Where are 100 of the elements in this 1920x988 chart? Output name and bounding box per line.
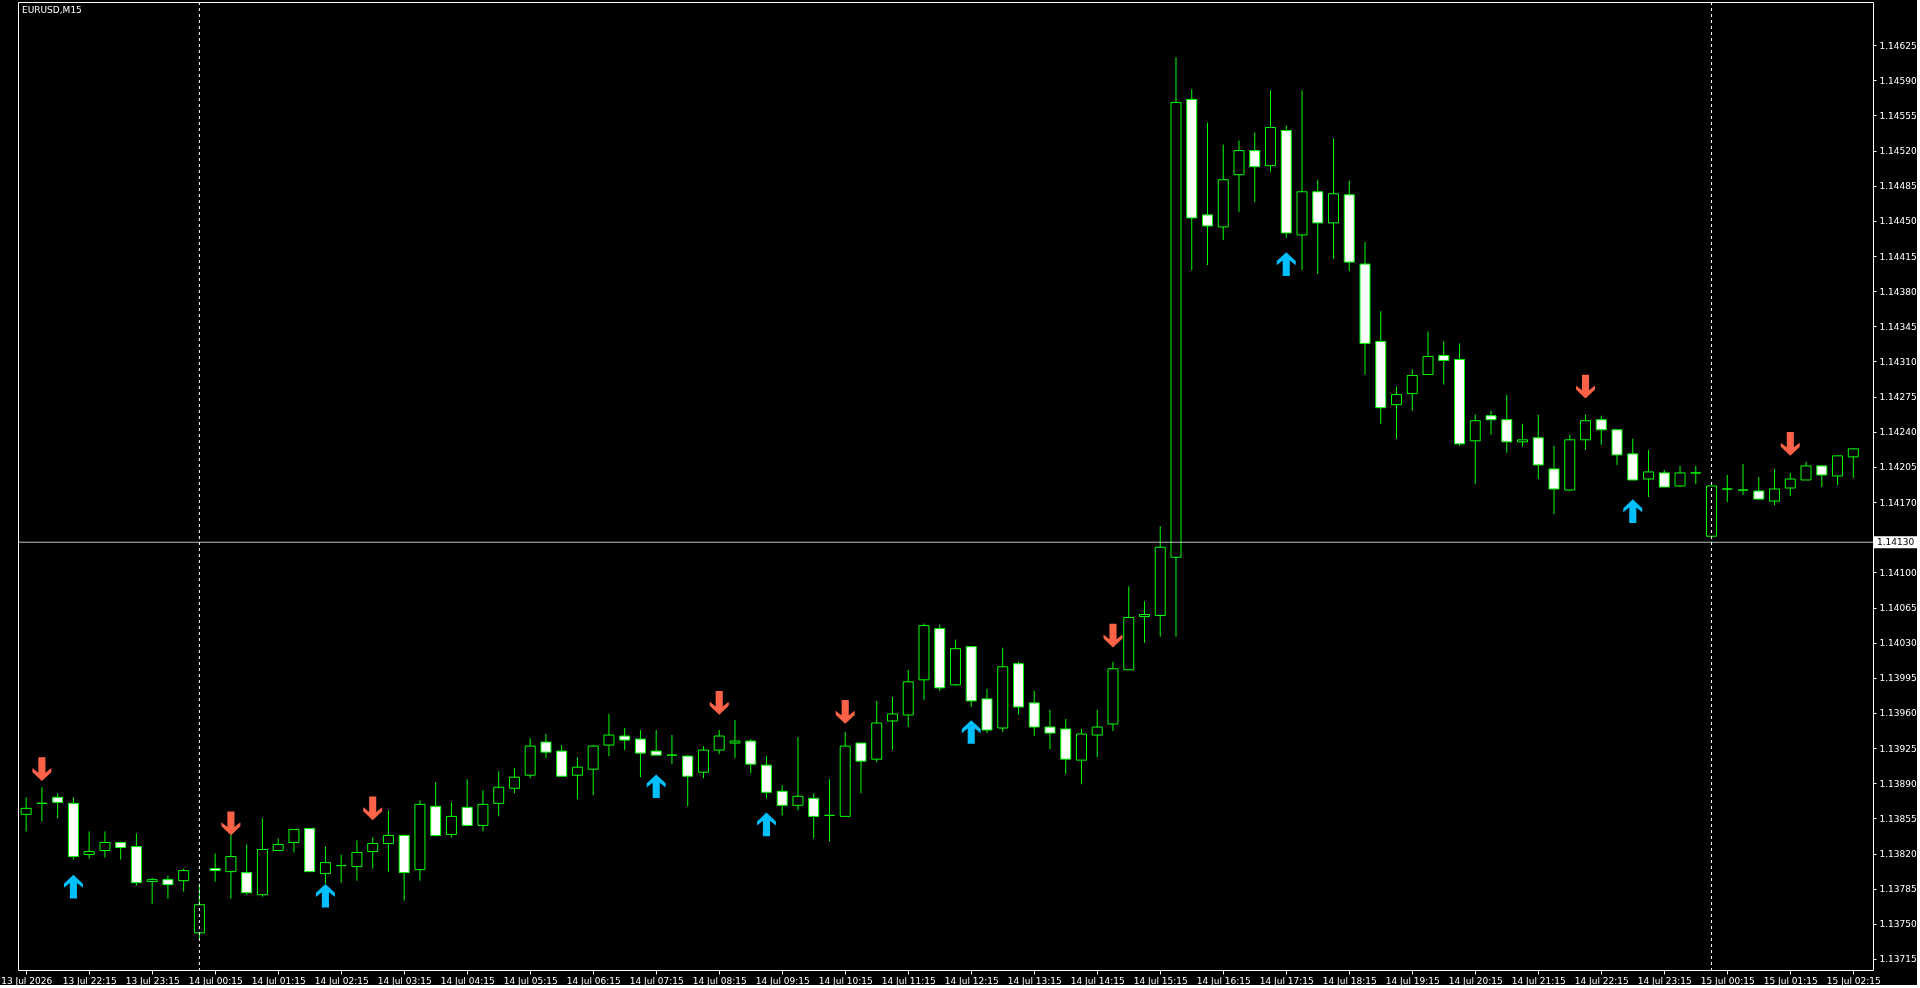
x-tick-label: 14 Jul 18:15 [1322,975,1377,986]
candlestick [99,830,111,859]
y-tick-label: 1.13960 [1879,708,1917,719]
candlestick [571,756,583,800]
x-tick-label: 14 Jul 00:15 [188,975,243,986]
y-tick-label: 1.13715 [1879,954,1917,965]
candlestick [776,784,788,816]
y-tick-label: 1.14555 [1879,110,1917,121]
y-tick-label: 1.13855 [1879,813,1917,824]
candlestick [823,778,835,842]
candlestick [115,840,127,861]
y-tick-label: 1.13785 [1879,884,1917,895]
candlestick [83,830,95,860]
point [646,774,666,799]
x-tick-label: 14 Jul 02:15 [314,975,369,986]
x-tick-label: 14 Jul 19:15 [1385,975,1440,986]
candlestick [650,729,662,756]
candlestick [1044,709,1056,750]
x-tick-label: 14 Jul 21:15 [1511,975,1566,986]
y-tick-label: 1.14240 [1879,427,1917,438]
candlestick [713,729,725,755]
candlestick [1091,709,1103,758]
y-tick-label: 1.14450 [1879,216,1917,227]
candlestick [587,744,599,796]
candlestick [619,727,631,751]
y-tick-label: 1.14625 [1879,40,1917,51]
x-tick-label: 14 Jul 16:15 [1196,975,1251,986]
y-tick-label: 1.14030 [1879,638,1917,649]
candlestick [319,846,331,885]
candlestick [1690,465,1702,485]
x-tick-label: 14 Jul 23:15 [1637,975,1692,986]
point [1103,623,1123,648]
x-tick-label: 14 Jul 12:15 [944,975,999,986]
point [32,757,52,782]
candlestick [603,713,615,757]
y-tick-label: 1.14590 [1879,75,1917,86]
candlestick [792,736,804,811]
candlestick [225,833,237,900]
point [221,811,241,836]
x-tick-label: 14 Jul 10:15 [818,975,873,986]
x-tick-label: 14 Jul 08:15 [692,975,747,986]
candlestick [745,738,757,774]
candlestick [461,778,473,827]
candlestick [146,877,158,905]
ref-line-label: 1.14130 [1877,537,1915,548]
y-tick-label: 1.14345 [1879,321,1917,332]
y-tick-label: 1.14520 [1879,146,1917,157]
candlestick [178,868,190,893]
point [961,720,981,744]
point [835,700,855,724]
candlestick [666,734,678,765]
candlestick [1737,463,1749,496]
candlestick [1548,445,1560,515]
x-tick-label: 15 Jul 00:15 [1700,975,1755,986]
y-tick-label: 1.14100 [1879,567,1917,578]
point [756,812,776,837]
candlestick [634,729,646,778]
point [1276,252,1296,276]
x-tick-label: 14 Jul 15:15 [1133,975,1188,986]
candlestick [1769,468,1781,506]
y-tick-label: 1.14310 [1879,356,1917,367]
y-tick-label: 1.14380 [1879,286,1917,297]
point [363,796,383,821]
point [1780,431,1800,456]
y-tick-label: 1.13820 [1879,849,1917,860]
x-tick-label: 14 Jul 20:15 [1448,975,1503,986]
candlestick [1391,386,1403,440]
candlestick [1721,474,1733,503]
point [315,883,335,908]
candlestick [808,792,820,839]
x-tick-label: 14 Jul 13:15 [1007,975,1062,986]
chart-title: EURUSD,M15 [22,5,82,15]
point [1623,499,1643,523]
point [709,691,729,715]
x-tick-label: 14 Jul 11:15 [881,975,936,986]
candlestick [1847,447,1859,479]
x-tick-label: 13 Jul 23:15 [125,975,180,986]
point [63,874,83,899]
candlestick [1832,454,1844,486]
candlestick [1800,461,1812,481]
candlestick [209,853,221,883]
y-tick-label: 1.13995 [1879,673,1917,684]
x-tick-label: 15 Jul 02:15 [1826,975,1881,986]
candlestick [1438,340,1450,386]
candlestick [508,767,520,794]
candlestick [1469,414,1481,485]
candlestick [682,754,694,807]
candlestick [20,796,32,832]
y-tick-label: 1.13890 [1879,778,1917,789]
candlestick [1595,415,1607,446]
candlestick [1249,132,1261,203]
candlestick [729,719,741,759]
x-tick-label: 13 Jul 2026 [1,975,53,986]
y-tick-label: 1.14205 [1879,462,1917,473]
candlestick [1422,330,1434,376]
candlestick [445,801,457,838]
candlestick [241,844,253,896]
candlestick [52,792,64,819]
candlestick [1580,414,1592,451]
y-tick-label: 1.14415 [1879,251,1917,262]
